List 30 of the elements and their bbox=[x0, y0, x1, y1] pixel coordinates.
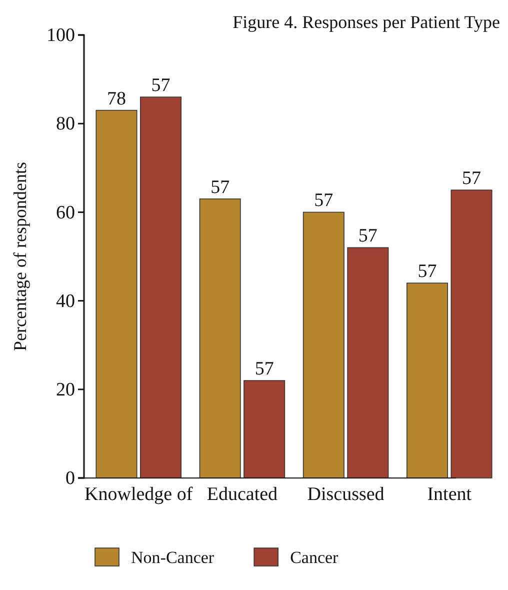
annotation: 57 bbox=[151, 75, 170, 96]
bar bbox=[450, 190, 492, 478]
bar bbox=[244, 380, 286, 478]
y-tick-label: 40 bbox=[56, 290, 75, 312]
annotation: 57 bbox=[462, 168, 482, 190]
y-tick-label: 80 bbox=[56, 114, 75, 135]
chart-title: Figure 4. Responses per Patient Type bbox=[232, 12, 500, 32]
legend-label: Cancer bbox=[290, 548, 339, 567]
bar bbox=[406, 282, 448, 478]
y-tick-label: 60 bbox=[56, 202, 75, 224]
x-tick-label: Discussed bbox=[307, 484, 385, 505]
annotation: 57 bbox=[358, 226, 378, 247]
bar bbox=[199, 198, 241, 478]
annotation: 57 bbox=[314, 190, 334, 212]
annotation: 57 bbox=[210, 176, 230, 198]
annotation: 57 bbox=[254, 358, 274, 380]
legend-label: Non-Cancer bbox=[131, 548, 214, 567]
x-tick-label: Intent bbox=[427, 484, 472, 505]
bar bbox=[96, 110, 138, 478]
bar bbox=[302, 212, 344, 478]
bar bbox=[140, 96, 182, 478]
y-axis-title: Percentage of respondents bbox=[10, 162, 30, 351]
annotation: 57 bbox=[418, 261, 437, 282]
x-tick-label: Educated bbox=[206, 484, 278, 505]
y-tick-label: 100 bbox=[46, 25, 75, 46]
y-tick-label: 20 bbox=[56, 379, 75, 400]
annotation: 78 bbox=[106, 88, 126, 110]
bar bbox=[347, 247, 389, 478]
x-tick-label: Knowledge of bbox=[84, 484, 194, 505]
y-tick-label: 0 bbox=[66, 468, 75, 490]
